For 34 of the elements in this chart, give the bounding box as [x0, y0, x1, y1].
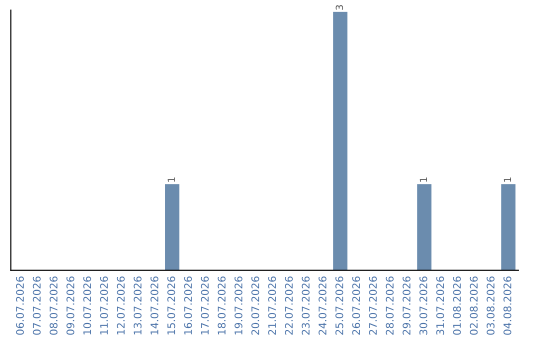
x-tick-label: 03.08.2026 [486, 276, 495, 335]
data-label: 1 [168, 177, 175, 182]
x-tick-label: 06.07.2026 [16, 276, 24, 335]
x-tick-label: 31.07.2026 [436, 276, 444, 335]
x-tick-label: 29.07.2026 [402, 276, 410, 335]
x-tick-label: 27.07.2026 [368, 276, 377, 335]
x-tick-label: 08.07.2026 [50, 276, 58, 335]
x-tick-label: 26.07.2026 [352, 276, 360, 335]
x-tick-label: 09.07.2026 [66, 276, 74, 335]
x-tick-label: 23.07.2026 [302, 276, 310, 335]
x-tick-label: 11.07.2026 [100, 276, 108, 334]
x-tick-label: 16.07.2026 [184, 276, 192, 334]
x-tick-label: 28.07.2026 [386, 276, 394, 335]
x-tick-label: 20.07.2026 [251, 276, 260, 335]
x-tick-label: 21.07.2026 [268, 276, 276, 335]
x-tick-label: 12.07.2026 [116, 276, 125, 334]
data-label: 1 [504, 177, 511, 182]
x-tick-label: 02.08.2026 [470, 276, 478, 335]
x-tick-label: 25.07.2026 [335, 276, 344, 335]
data-label: 1 [420, 177, 427, 182]
x-tick-label: 18.07.2026 [218, 276, 226, 334]
x-tick-label: 04.08.2026 [503, 276, 512, 335]
x-tick-label: 22.07.2026 [284, 276, 293, 335]
x-tick-label: 17.07.2026 [200, 276, 209, 334]
x-tick-label: 10.07.2026 [83, 276, 92, 334]
x-tick-label: 15.07.2026 [167, 276, 176, 334]
x-tick-label: 24.07.2026 [318, 276, 326, 335]
x-tick-label: 19.07.2026 [234, 276, 242, 334]
x-tick-label: 07.07.2026 [32, 276, 41, 335]
x-tick-label: 13.07.2026 [134, 276, 142, 334]
x-tick-label: 01.08.2026 [453, 276, 461, 335]
data-label: 3 [336, 5, 344, 10]
x-tick-label: 30.07.2026 [419, 276, 428, 335]
x-tick-label: 14.07.2026 [150, 276, 158, 334]
